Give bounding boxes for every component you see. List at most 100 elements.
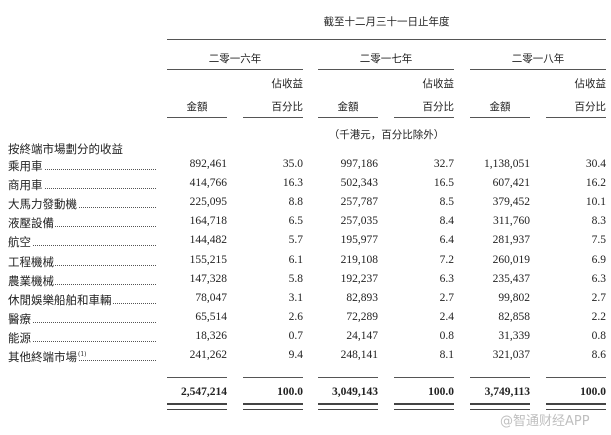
pct-header-line2: 百分比 bbox=[422, 101, 455, 113]
pct-cell: 6.5 bbox=[288, 215, 303, 228]
pct-cell: 8.4 bbox=[439, 215, 454, 228]
unit-note: （千港元，百分比除外） bbox=[328, 129, 445, 141]
row-label: 乘用車 bbox=[8, 158, 156, 173]
pct-cell: 8.1 bbox=[439, 349, 454, 361]
pct-cell: 8.3 bbox=[591, 215, 606, 228]
amount-cell: 225,095 bbox=[189, 196, 227, 209]
pct-cell: 7.5 bbox=[591, 234, 606, 247]
pct-cell: 0.8 bbox=[591, 329, 606, 342]
amount-cell: 195,977 bbox=[340, 234, 378, 247]
row-label: 其他終端市場(1) bbox=[8, 349, 156, 364]
leader-dots bbox=[8, 245, 156, 247]
amount-cell: 235,437 bbox=[492, 272, 530, 285]
row-label: 液壓設備 bbox=[8, 215, 156, 231]
pct-cell: 2.6 bbox=[288, 310, 303, 323]
amount-cell: 257,787 bbox=[340, 196, 378, 209]
double-underline bbox=[167, 403, 227, 410]
subtotal-line bbox=[394, 377, 454, 378]
row-label-text: 商用車 bbox=[8, 178, 44, 193]
double-underline bbox=[318, 403, 378, 410]
amount-cell: 18,326 bbox=[195, 329, 227, 342]
pct-cell: 6.4 bbox=[439, 234, 454, 247]
amount-cell: 72,289 bbox=[346, 310, 378, 323]
total-cell: 3,049,143 bbox=[332, 386, 378, 398]
amount-cell: 144,482 bbox=[189, 234, 227, 247]
divider bbox=[167, 39, 606, 40]
pct-header-line1: 佔收益 bbox=[574, 78, 607, 90]
pct-cell: 6.1 bbox=[288, 253, 303, 266]
divider bbox=[167, 69, 303, 70]
total-cell: 2,547,214 bbox=[181, 386, 227, 398]
pct-cell: 2.4 bbox=[439, 310, 454, 323]
leader-dots bbox=[8, 169, 156, 170]
pct-cell: 8.5 bbox=[439, 196, 454, 209]
pct-cell: 8.8 bbox=[288, 196, 303, 209]
amount-cell: 155,215 bbox=[189, 253, 227, 266]
row-label-text: 工程機械 bbox=[8, 254, 55, 269]
leader-dots bbox=[8, 207, 156, 209]
divider bbox=[318, 69, 454, 70]
amount-cell: 257,035 bbox=[340, 215, 378, 228]
amount-cell: 379,452 bbox=[492, 196, 530, 209]
leader-dots bbox=[8, 188, 156, 190]
divider bbox=[470, 69, 606, 70]
total-cell: 3,749,113 bbox=[484, 386, 530, 398]
subtotal-line bbox=[546, 377, 606, 378]
amount-cell: 65,514 bbox=[195, 310, 227, 323]
amount-header: 金額 bbox=[337, 101, 359, 113]
amount-cell: 502,343 bbox=[340, 177, 378, 190]
footnote-marker: (1) bbox=[78, 351, 87, 359]
pct-cell: 0.7 bbox=[288, 329, 303, 342]
pct-cell: 2.7 bbox=[439, 291, 454, 304]
pct-cell: 2.2 bbox=[591, 310, 606, 323]
amount-cell: 147,328 bbox=[189, 272, 227, 285]
pct-cell: 32.7 bbox=[433, 158, 454, 170]
double-underline bbox=[470, 403, 530, 410]
leader-dots bbox=[8, 264, 156, 266]
amount-cell: 311,760 bbox=[493, 215, 530, 228]
row-label: 工程機械 bbox=[8, 254, 156, 269]
double-underline bbox=[546, 403, 606, 410]
row-label: 醫療 bbox=[8, 311, 156, 326]
row-label-text: 液壓設備 bbox=[8, 216, 55, 231]
amount-cell: 31,339 bbox=[498, 329, 530, 342]
row-label: 大馬力發動機 bbox=[8, 196, 156, 212]
pct-cell: 3.1 bbox=[288, 291, 303, 304]
row-label-text: 其他終端市場 bbox=[8, 350, 78, 364]
pct-cell: 16.2 bbox=[585, 177, 606, 190]
amount-cell: 241,262 bbox=[189, 349, 227, 361]
amount-cell: 997,186 bbox=[340, 158, 378, 170]
total-cell: 100.0 bbox=[580, 386, 606, 398]
divider bbox=[546, 117, 606, 118]
year-header: 二零一六年 bbox=[208, 53, 262, 65]
amount-header: 金額 bbox=[489, 101, 511, 113]
row-label: 農業機械 bbox=[8, 273, 156, 288]
period-header: 截至十二月三十一日止年度 bbox=[323, 16, 450, 28]
total-cell: 100.0 bbox=[277, 386, 303, 398]
divider bbox=[167, 117, 227, 118]
pct-header-line1: 佔收益 bbox=[271, 78, 304, 90]
amount-cell: 192,237 bbox=[340, 272, 378, 285]
amount-header: 金額 bbox=[186, 101, 208, 113]
leader-dots bbox=[8, 283, 156, 285]
row-label: 能源 bbox=[8, 330, 156, 345]
row-label-text: 航空 bbox=[8, 235, 32, 250]
amount-cell: 607,421 bbox=[492, 177, 530, 190]
leader-dots bbox=[8, 226, 156, 228]
amount-cell: 82,858 bbox=[498, 310, 530, 323]
row-label-text: 乘用車 bbox=[8, 159, 44, 173]
year-header: 二零一八年 bbox=[511, 53, 565, 65]
subtotal-line bbox=[167, 377, 227, 378]
watermark: @智通财经APP bbox=[500, 414, 590, 429]
amount-cell: 321,037 bbox=[492, 349, 530, 361]
amount-cell: 281,937 bbox=[492, 234, 530, 247]
pct-header-line2: 百分比 bbox=[574, 101, 607, 113]
subtotal-line bbox=[243, 377, 303, 378]
amount-cell: 24,147 bbox=[346, 329, 378, 342]
divider bbox=[470, 117, 530, 118]
amount-cell: 78,047 bbox=[195, 291, 227, 304]
divider bbox=[394, 117, 454, 118]
pct-cell: 2.7 bbox=[591, 291, 606, 304]
pct-cell: 5.7 bbox=[288, 234, 303, 247]
total-cell: 100.0 bbox=[428, 386, 454, 398]
